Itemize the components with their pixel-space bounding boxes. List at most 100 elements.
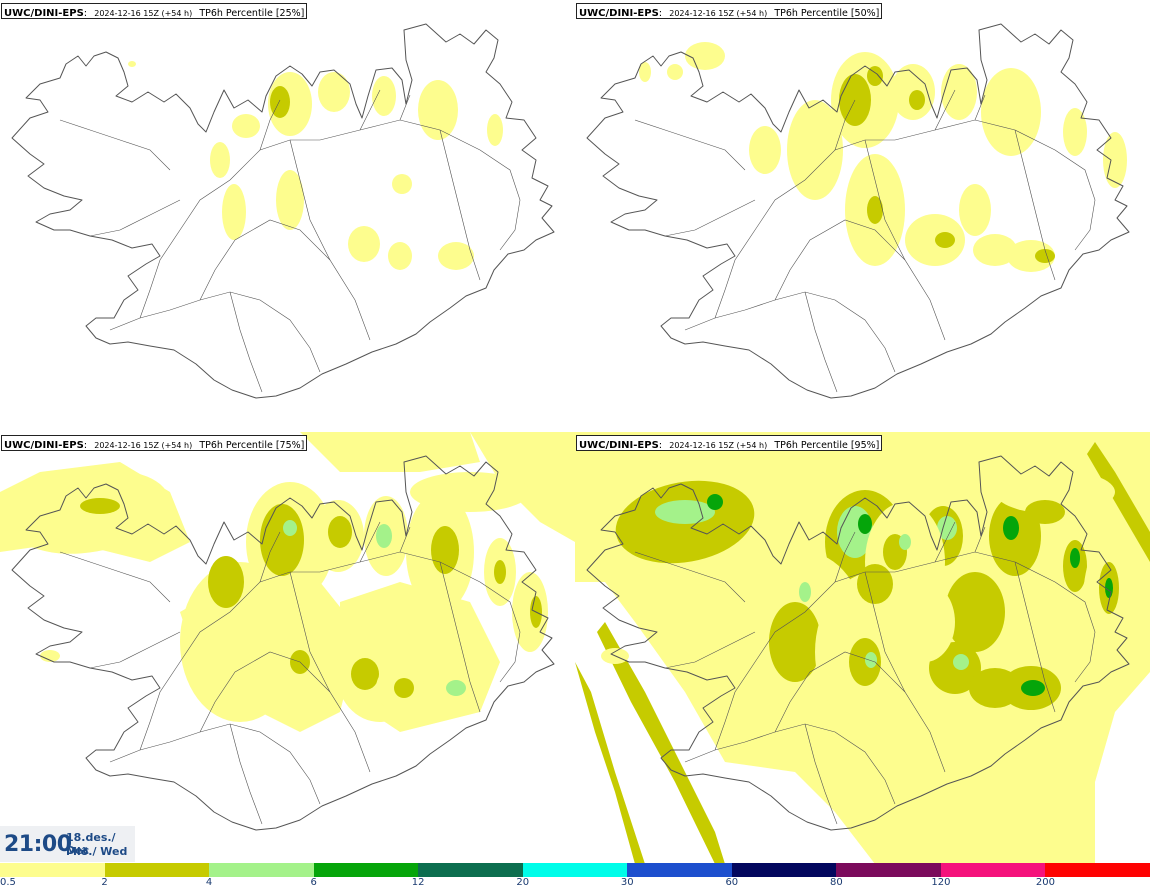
precip-cell bbox=[210, 142, 230, 178]
precip-cell bbox=[1035, 249, 1055, 263]
precip-cell bbox=[270, 86, 290, 118]
road-line bbox=[289, 571, 331, 693]
road-line bbox=[109, 723, 321, 805]
precip-area bbox=[725, 762, 875, 864]
precip-shading bbox=[0, 432, 575, 732]
road-line bbox=[1014, 561, 1056, 713]
precip-area bbox=[597, 622, 725, 864]
precip-cell bbox=[328, 516, 352, 548]
colorbar-segment bbox=[940, 863, 1046, 877]
road-line bbox=[229, 723, 263, 825]
colorbar-tick-label: 2 bbox=[101, 877, 108, 888]
colorbar-segment bbox=[418, 863, 524, 877]
road-line bbox=[259, 531, 281, 583]
road-line bbox=[259, 99, 281, 151]
colorbar-tick-label: 60 bbox=[725, 877, 739, 888]
road-line bbox=[714, 551, 1096, 751]
precip-cell bbox=[935, 232, 955, 248]
road-line bbox=[59, 551, 171, 603]
precip-cell bbox=[1021, 680, 1045, 696]
road-line bbox=[139, 119, 521, 319]
precip-cell bbox=[232, 114, 260, 138]
map-canvas bbox=[586, 23, 1130, 399]
road-line bbox=[1014, 129, 1056, 281]
colorbar-segment bbox=[836, 863, 942, 877]
precip-cell bbox=[40, 650, 60, 662]
precip-cell bbox=[895, 582, 955, 662]
precip-shading bbox=[639, 42, 1127, 272]
colorbar-segment bbox=[104, 863, 210, 877]
precip-area bbox=[1095, 672, 1150, 864]
map-canvas bbox=[11, 23, 555, 399]
panel-title: UWC/DINI-EPS: 2024-12-16 15Z (+54 h) TP6… bbox=[1, 435, 308, 451]
precip-cell bbox=[494, 560, 506, 584]
precip-cell bbox=[222, 184, 246, 240]
precip-colorbar: 0.5 2 4 6 12 20 30 60 80 120 200 bbox=[0, 862, 1150, 891]
precip-cell bbox=[685, 42, 725, 70]
road-network bbox=[59, 521, 521, 825]
precip-cell bbox=[941, 64, 977, 120]
precip-area bbox=[1087, 442, 1150, 562]
precip-cell bbox=[348, 226, 380, 262]
precip-cell bbox=[959, 184, 991, 236]
precip-cell bbox=[394, 678, 414, 698]
valid-time: 21:00 bbox=[4, 832, 72, 857]
map-panel-p25: UWC/DINI-EPS: 2024-12-16 15Z (+54 h) TP6… bbox=[0, 0, 575, 432]
precip-cell bbox=[787, 100, 843, 200]
precip-shading bbox=[575, 432, 1150, 864]
precip-cell bbox=[438, 242, 474, 270]
colorbar-tick-label: 200 bbox=[1035, 877, 1055, 888]
road-line bbox=[634, 119, 746, 171]
run-info: 2024-12-16 15Z (+54 h) bbox=[94, 441, 193, 450]
precip-cell bbox=[372, 76, 396, 116]
colorbar-tick-label: 30 bbox=[620, 877, 634, 888]
precip-cell bbox=[1103, 132, 1127, 188]
precip-cell bbox=[1063, 108, 1087, 156]
precip-cell bbox=[929, 642, 981, 694]
precip-cell bbox=[283, 520, 297, 536]
precip-cell bbox=[857, 564, 893, 604]
colorbar-segment bbox=[1045, 863, 1150, 877]
road-line bbox=[664, 199, 756, 237]
precip-cell bbox=[80, 498, 120, 514]
field-name: TP6h Percentile [95%] bbox=[774, 440, 880, 451]
road-line bbox=[109, 291, 321, 373]
coastline-path bbox=[586, 455, 1130, 831]
road-line bbox=[864, 139, 906, 261]
precip-cell bbox=[937, 516, 957, 540]
road-line bbox=[359, 89, 381, 131]
road-line bbox=[834, 531, 856, 583]
field-name: TP6h Percentile [50%] bbox=[774, 8, 880, 19]
precip-area bbox=[300, 432, 480, 472]
precip-cell bbox=[655, 500, 715, 524]
precip-cell bbox=[749, 126, 781, 174]
model-name: UWC/DINI-EPS bbox=[579, 440, 659, 451]
iceland-coastline bbox=[11, 455, 555, 831]
road-line bbox=[399, 526, 411, 553]
road-line bbox=[359, 521, 381, 563]
road-line bbox=[834, 99, 856, 151]
iceland-coastline bbox=[11, 23, 555, 399]
road-line bbox=[59, 119, 171, 171]
precip-cell bbox=[388, 242, 412, 270]
precip-cell bbox=[995, 470, 1115, 514]
precip-cell bbox=[1070, 548, 1080, 568]
model-name: UWC/DINI-EPS bbox=[579, 8, 659, 19]
precip-shading bbox=[128, 61, 503, 270]
precip-cell bbox=[639, 62, 651, 82]
precip-cell bbox=[973, 234, 1017, 266]
precip-cell bbox=[799, 582, 811, 602]
road-network bbox=[59, 89, 521, 393]
colorbar-segment bbox=[731, 863, 837, 877]
valid-weekday: Mið./ Wed bbox=[66, 845, 128, 858]
precip-cell bbox=[858, 514, 872, 534]
colorbar-segment bbox=[522, 863, 628, 877]
road-line bbox=[89, 199, 181, 237]
precip-cell bbox=[487, 114, 503, 146]
road-line bbox=[439, 129, 481, 281]
precip-cell bbox=[667, 64, 683, 80]
colorbar-segment bbox=[209, 863, 315, 877]
panel-title: UWC/DINI-EPS: 2024-12-16 15Z (+54 h) TP6… bbox=[576, 435, 883, 451]
road-line bbox=[934, 521, 956, 563]
